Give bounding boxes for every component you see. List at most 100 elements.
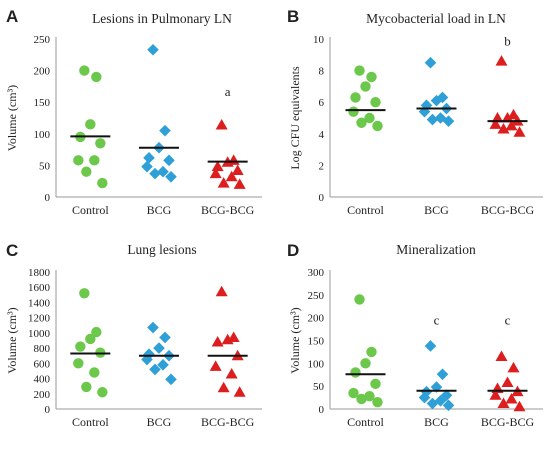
panel-a-point-control	[85, 119, 96, 130]
panel-b-y-tick-label: 6	[319, 97, 325, 109]
panel-b-point-control	[350, 92, 361, 103]
panel-d-point-bcg-bcg	[495, 350, 508, 361]
panel-a-y-tick-label: 250	[34, 34, 51, 46]
panel-c-point-control	[89, 367, 100, 378]
panel-b-point-control	[372, 120, 383, 132]
panel-c-title: Lung lesions	[127, 242, 196, 257]
panel-c-y-axis-label: Volume (cm³)	[5, 307, 19, 373]
panel-a-significance-letter: a	[225, 84, 231, 99]
panel-c-point-control	[85, 333, 96, 345]
panel-d-point-bcg-bcg	[505, 392, 518, 404]
panel-b-point-bcg-bcg	[505, 119, 518, 131]
panel-b-letter: B	[287, 7, 299, 26]
panel-b-title: Mycobacterial load in LN	[366, 11, 506, 26]
panel-b-y-tick-label: 10	[313, 34, 325, 46]
panel-a-y-tick-label: 200	[34, 66, 51, 78]
panel-b-point-control	[364, 112, 375, 124]
panel-b-point-bcg	[424, 56, 437, 69]
panel-a-y-tick-label: 0	[45, 192, 51, 204]
panel-b-point-control	[366, 71, 377, 83]
panel-a-y-tick-label: 100	[34, 129, 51, 141]
panel-c-point-control	[75, 341, 86, 352]
panel-c-point-bcg	[153, 342, 165, 354]
panel-c-point-bcg-bcg	[225, 367, 238, 379]
panel-d-point-control	[350, 367, 361, 378]
panel-b-y-tick-label: 0	[319, 192, 325, 204]
panel-d-x-category-label: Control	[347, 415, 384, 429]
panel-b-point-bcg-bcg	[489, 118, 502, 129]
panel-c-point-control	[73, 358, 84, 369]
panel-d-y-tick-label: 300	[308, 267, 325, 279]
panel-b-point-control	[370, 97, 381, 108]
panel-d-x-category-label: BCG-BCG	[481, 415, 535, 429]
panel-b-y-tick-label: 2	[319, 160, 325, 172]
panel-a-point-bcg-bcg	[233, 178, 246, 189]
panel-b-y-tick-label: 8	[319, 66, 325, 78]
panel-b-point-bcg-bcg	[507, 108, 520, 120]
panel-c-point-bcg-bcg	[221, 333, 234, 345]
panel-d-y-tick-label: 0	[319, 404, 325, 416]
panel-d-significance-letter: c	[434, 313, 440, 328]
panel-c-point-bcg-bcg	[211, 336, 224, 347]
panel-a-point-control	[97, 177, 108, 189]
panel-c-point-bcg	[149, 363, 161, 376]
panel-c-y-tick-label: 600	[34, 358, 51, 370]
panel-b-point-bcg-bcg	[501, 112, 514, 123]
panel-d-point-bcg-bcg	[513, 400, 526, 412]
panel-b-y-tick-label: 4	[319, 129, 325, 141]
panel-c-point-bcg-bcg	[217, 381, 230, 393]
panel-a-point-control	[91, 71, 102, 83]
panel-c-x-category-label: Control	[72, 415, 109, 429]
panel-b-y-axis-label: Log CFU equivalents	[288, 66, 302, 170]
panel-c-y-tick-label: 400	[34, 374, 51, 386]
panel-d-x-category-label: BCG	[424, 415, 449, 429]
panel-a-point-bcg	[157, 165, 169, 178]
panel-a-y-axis-label: Volume (cm³)	[5, 85, 19, 151]
panel-c-y-tick-label: 200	[34, 389, 51, 401]
panel-c-x-category-label: BCG-BCG	[201, 415, 255, 429]
panel-c-y-tick-label: 1800	[28, 267, 51, 279]
panel-a-point-bcg-bcg	[209, 167, 222, 179]
panel-a-point-bcg-bcg	[225, 170, 238, 182]
panel-b-point-bcg-bcg	[491, 112, 504, 123]
panel-d-y-tick-label: 150	[308, 336, 325, 348]
panel-b-point-control	[360, 81, 371, 92]
panel-a-x-category-label: Control	[72, 203, 109, 217]
panel-d-y-tick-label: 50	[313, 381, 325, 393]
panel-a-title: Lesions in Pulmonary LN	[92, 11, 232, 26]
panel-a-letter: A	[6, 7, 18, 26]
panel-d-letter: D	[287, 241, 299, 260]
panel-c-point-control	[79, 288, 90, 299]
panel-d-point-bcg	[442, 399, 455, 412]
panel-a-point-bcg	[163, 154, 175, 167]
panel-b-point-bcg-bcg	[495, 55, 508, 66]
panel-d-point-control	[356, 393, 367, 405]
panel-a-point-control	[79, 65, 90, 76]
panel-d-point-bcg	[424, 340, 437, 352]
panel-a-point-control	[89, 155, 100, 166]
panel-a-point-bcg	[143, 152, 155, 164]
panel-d-point-control	[360, 358, 371, 369]
panel-c-point-control	[91, 326, 102, 338]
panel-b-point-bcg	[426, 113, 439, 126]
panel-a-point-bcg-bcg	[217, 177, 230, 188]
panel-c-y-tick-label: 1200	[28, 313, 51, 325]
panel-d-point-bcg-bcg	[489, 389, 502, 400]
panel-d-point-control	[348, 387, 359, 399]
panel-c-y-tick-label: 1600	[28, 282, 51, 294]
panel-d-point-control	[364, 391, 375, 402]
panel-b-point-bcg-bcg	[497, 123, 510, 134]
panel-d-point-bcg-bcg	[501, 376, 514, 388]
panel-a-point-bcg	[141, 160, 153, 173]
panel-c-point-control	[81, 381, 92, 393]
panel-a-point-bcg-bcg	[211, 160, 224, 172]
panel-c-point-bcg	[165, 373, 177, 386]
panel-d-point-bcg	[430, 381, 443, 393]
panel-d-y-tick-label: 250	[308, 290, 325, 302]
panel-d-point-control	[366, 346, 377, 358]
panel-d-point-control	[354, 294, 365, 305]
panel-c-point-bcg-bcg	[215, 285, 228, 297]
panel-a-y-tick-label: 50	[39, 160, 51, 172]
